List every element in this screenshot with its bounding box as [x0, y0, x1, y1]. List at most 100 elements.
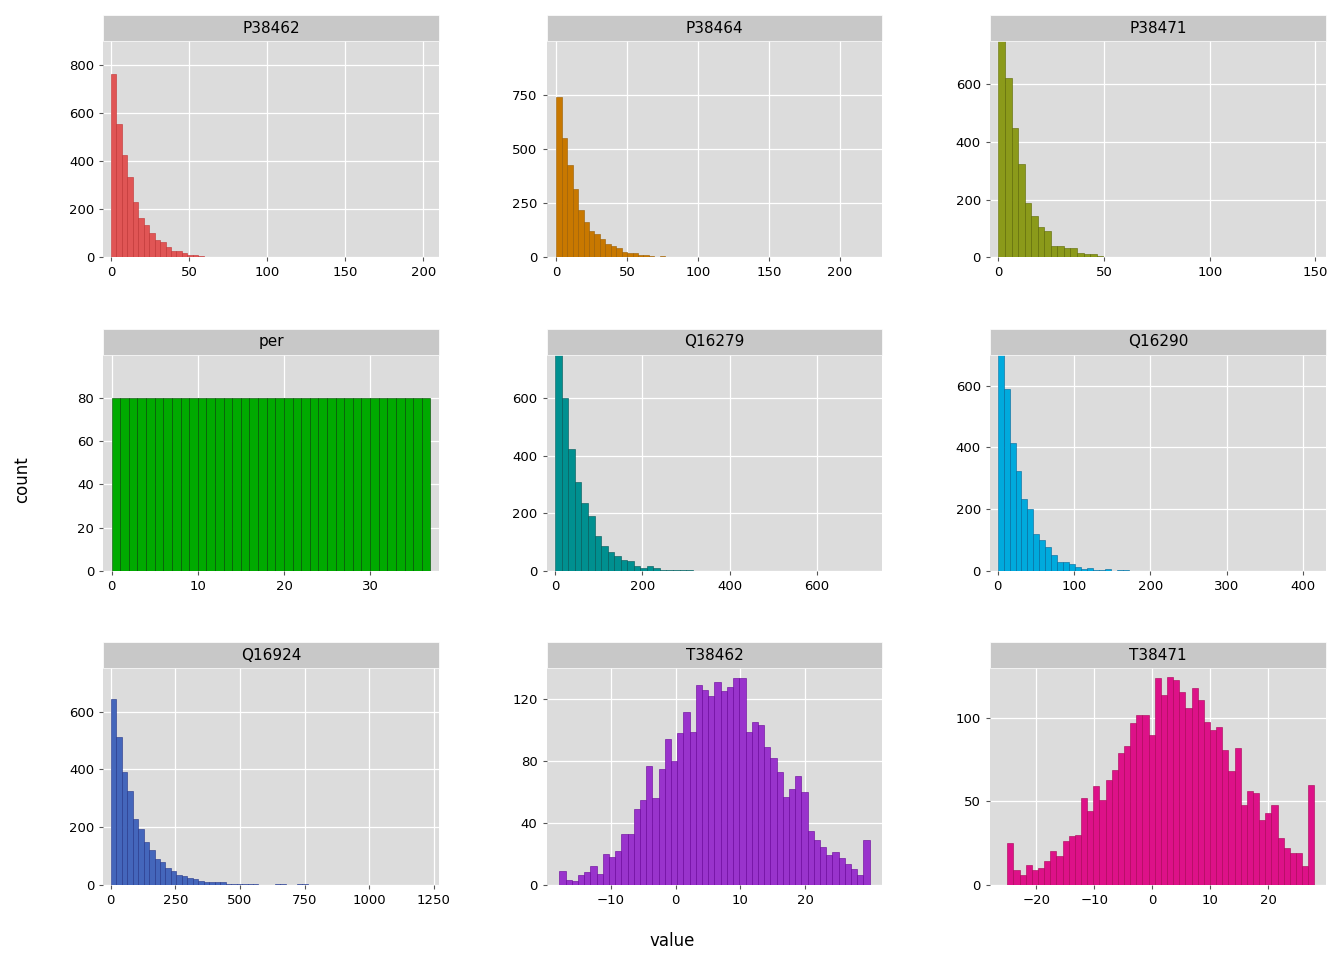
Bar: [1106, 780, 1111, 884]
Bar: [129, 398, 137, 571]
Bar: [556, 97, 562, 257]
Bar: [180, 398, 190, 571]
Bar: [720, 691, 727, 884]
Bar: [1021, 499, 1027, 571]
Bar: [1241, 804, 1247, 884]
Bar: [1222, 750, 1228, 884]
Bar: [571, 881, 578, 884]
Bar: [1075, 567, 1081, 571]
Bar: [120, 398, 129, 571]
Bar: [344, 398, 353, 571]
Bar: [192, 878, 199, 884]
Bar: [1198, 700, 1204, 884]
Bar: [1025, 865, 1032, 884]
Bar: [857, 876, 863, 884]
FancyBboxPatch shape: [991, 328, 1327, 354]
Bar: [839, 858, 845, 884]
Bar: [1235, 748, 1241, 884]
Bar: [276, 398, 284, 571]
FancyBboxPatch shape: [991, 15, 1327, 41]
Bar: [181, 876, 187, 884]
Bar: [1013, 870, 1020, 884]
Bar: [845, 865, 851, 884]
Bar: [1216, 727, 1222, 884]
Bar: [1075, 834, 1081, 884]
Bar: [146, 398, 155, 571]
Bar: [1063, 841, 1068, 884]
Bar: [1105, 569, 1111, 571]
Bar: [241, 398, 250, 571]
Bar: [621, 833, 628, 884]
Bar: [1004, 389, 1009, 571]
Bar: [1097, 256, 1103, 257]
Bar: [1027, 509, 1034, 571]
Bar: [122, 155, 128, 257]
Bar: [582, 503, 587, 571]
Bar: [1032, 870, 1038, 884]
Bar: [1008, 843, 1013, 884]
Bar: [660, 256, 665, 257]
Bar: [1020, 875, 1025, 884]
Bar: [1111, 770, 1118, 884]
Bar: [1051, 852, 1056, 884]
Bar: [1154, 679, 1161, 884]
Text: value: value: [649, 932, 695, 950]
Bar: [562, 138, 567, 257]
Bar: [770, 757, 777, 884]
Bar: [165, 247, 171, 257]
Bar: [155, 859, 160, 884]
Bar: [633, 253, 638, 257]
Bar: [422, 398, 430, 571]
Bar: [555, 348, 562, 571]
Bar: [863, 840, 870, 884]
Bar: [258, 398, 266, 571]
Bar: [176, 252, 181, 257]
Text: T38462: T38462: [685, 648, 743, 662]
Bar: [215, 882, 220, 884]
Bar: [1149, 734, 1154, 884]
Bar: [621, 560, 628, 571]
Bar: [1034, 534, 1039, 571]
Bar: [1247, 791, 1253, 884]
Bar: [110, 75, 117, 257]
Bar: [1038, 868, 1044, 884]
Bar: [155, 240, 160, 257]
Bar: [578, 210, 583, 257]
Bar: [559, 871, 566, 884]
Bar: [1296, 853, 1302, 884]
FancyBboxPatch shape: [991, 642, 1327, 668]
Text: per: per: [258, 334, 284, 349]
Bar: [628, 561, 634, 571]
Bar: [644, 254, 649, 257]
Bar: [128, 177, 133, 257]
Bar: [653, 568, 660, 571]
Bar: [309, 398, 319, 571]
Bar: [1051, 555, 1058, 571]
Bar: [594, 537, 601, 571]
Bar: [689, 732, 696, 884]
Bar: [660, 570, 667, 571]
Text: T38471: T38471: [1129, 648, 1187, 662]
Bar: [607, 552, 614, 571]
Bar: [820, 848, 827, 884]
Bar: [609, 856, 616, 884]
Bar: [293, 398, 301, 571]
Bar: [198, 398, 207, 571]
Bar: [1265, 813, 1271, 884]
Bar: [223, 398, 233, 571]
Bar: [1058, 246, 1064, 257]
Bar: [1093, 786, 1099, 884]
Bar: [1070, 564, 1075, 571]
Bar: [566, 880, 571, 884]
Bar: [813, 840, 820, 884]
Bar: [413, 398, 422, 571]
Bar: [640, 568, 646, 571]
Bar: [1031, 216, 1038, 257]
Bar: [133, 202, 138, 257]
FancyBboxPatch shape: [547, 328, 883, 354]
Bar: [616, 851, 621, 884]
Bar: [171, 252, 176, 257]
Bar: [1099, 800, 1106, 884]
Bar: [851, 869, 857, 884]
Bar: [1136, 715, 1142, 884]
